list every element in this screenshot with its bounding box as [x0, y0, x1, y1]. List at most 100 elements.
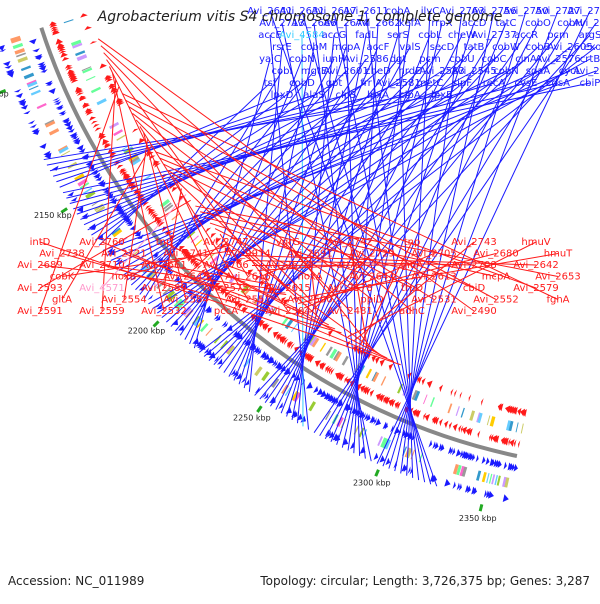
forward-cog-block	[165, 290, 176, 300]
tick-label: 2100 kbp	[0, 90, 9, 99]
forward-gene-label: dgt	[390, 54, 407, 65]
forward-cds-arrow	[451, 447, 456, 456]
reverse-gene-label: Avi_2490	[451, 306, 496, 317]
forward-gene-label: Avi_2686	[291, 18, 336, 29]
reverse-cds-arrow	[94, 127, 102, 132]
reverse-cog-block	[116, 134, 126, 141]
forward-gene-label: clpA	[399, 90, 421, 101]
forward-gene-label: cinA	[515, 54, 537, 65]
forward-cds-arrow	[452, 481, 456, 490]
forward-gene-label: tatB	[464, 42, 485, 53]
reverse-gene-label: Avi_2689	[17, 260, 62, 271]
forward-gene-label: cobO	[525, 18, 551, 29]
forward-cog-block	[459, 465, 465, 477]
reverse-cds-arrow	[388, 363, 394, 371]
forward-gene-label: Avi_2605	[547, 42, 592, 53]
forward-gene-label: cobH	[557, 18, 582, 29]
forward-gene-label: cobA	[386, 6, 411, 17]
reverse-cds-arrow	[439, 384, 444, 393]
forward-cds-arrow	[130, 275, 137, 281]
forward-cds-arrow	[70, 196, 78, 202]
reverse-cds-arrow	[90, 120, 98, 125]
reverse-gene-leader	[159, 157, 475, 289]
reverse-gene-leader	[292, 253, 559, 300]
forward-cog-block	[270, 377, 280, 388]
forward-gene-label: cbiP	[580, 78, 600, 89]
reverse-gene-leader	[101, 264, 281, 291]
forward-cds-arrow	[428, 439, 433, 448]
forward-cog-block	[261, 371, 270, 382]
forward-cds-arrow	[125, 219, 133, 225]
forward-cds-arrow	[471, 486, 478, 495]
forward-cds-arrow	[390, 424, 394, 433]
reverse-cds-arrow	[81, 103, 90, 107]
reverse-cog-block	[186, 231, 196, 239]
reverse-cog-block	[81, 66, 92, 72]
reverse-cds-arrow	[396, 402, 401, 410]
forward-cds-arrow	[373, 417, 377, 425]
forward-cds-arrow	[379, 455, 386, 463]
reverse-gene-leader	[163, 163, 413, 289]
forward-cds-arrow	[349, 441, 355, 450]
forward-cds-arrow	[72, 137, 80, 143]
reverse-cog-block	[72, 42, 83, 49]
forward-cds-arrow	[401, 464, 408, 472]
forward-cog-block	[199, 322, 209, 333]
reverse-gene-label: vgrG	[276, 237, 300, 248]
reverse-cog-block	[371, 371, 380, 383]
reverse-gene-leader	[112, 73, 165, 312]
reverse-cog-block	[508, 420, 514, 432]
forward-cds-arrow	[176, 278, 183, 285]
reverse-gene-label: noxA	[298, 272, 323, 283]
reverse-gene-leader	[103, 52, 351, 312]
reverse-cog-block	[109, 121, 120, 130]
reverse-gene-label: fghA	[546, 295, 569, 306]
forward-cds-arrow	[215, 315, 221, 322]
forward-cog-block	[45, 120, 56, 128]
forward-cog-block	[57, 145, 68, 152]
reverse-cds-arrow	[104, 75, 112, 80]
reverse-gene-label: Avi_2532	[141, 306, 186, 317]
reverse-cds-arrow	[517, 407, 522, 416]
forward-cds-arrow	[13, 88, 22, 93]
forward-cog-block	[384, 439, 391, 450]
forward-cds-arrow	[385, 457, 391, 466]
forward-gene-label: ilvC	[421, 6, 439, 17]
forward-gene-label: cycL	[559, 66, 582, 77]
reverse-gene-leader	[61, 253, 342, 334]
tick-label: 2250 kbp	[233, 413, 271, 422]
forward-gene-label: recA	[483, 78, 506, 89]
reverse-cds-arrow	[255, 275, 261, 282]
tick-marks: 2350 kbp 2300 kbp 2250 kbp 2200 kbp 2150 kbp…	[0, 88, 497, 523]
reverse-gene-label: Avi_2551	[225, 295, 270, 306]
reverse-cds-arrow	[460, 425, 464, 434]
forward-gene-leader	[198, 46, 597, 353]
forward-cog-block	[205, 327, 213, 336]
forward-cds-arrow	[280, 365, 286, 372]
reverse-cds-arrow	[210, 232, 217, 239]
forward-gene-leader	[91, 82, 335, 236]
reverse-gene-label: Avi_2579	[513, 283, 558, 294]
reverse-cds-arrow	[452, 423, 458, 432]
reverse-gene-leader	[219, 233, 249, 277]
reverse-cds-arrow	[520, 408, 526, 417]
forward-gene-leader	[83, 82, 399, 226]
forward-gene-label: lpxD	[271, 90, 294, 101]
reverse-cds-arrow	[80, 13, 88, 18]
reverse-cds-arrow	[264, 284, 271, 291]
reverse-gene-label: Avi_2708	[451, 260, 496, 271]
forward-gene-label: Avi_2545	[451, 66, 496, 77]
forward-cds-arrow	[76, 205, 84, 213]
reverse-cds-arrow	[59, 50, 67, 55]
forward-cds-arrow	[69, 132, 77, 139]
reverse-cog-block	[194, 239, 203, 247]
reverse-gene-label: Avi_2615	[265, 283, 310, 294]
forward-cds-arrow	[55, 104, 64, 110]
reverse-gene-label: Avi_2644	[349, 272, 394, 283]
reverse-gene-label: Avi_2729	[349, 249, 394, 260]
reverse-cds-arrow	[275, 332, 281, 340]
forward-cog-block	[181, 306, 192, 317]
reverse-cds-arrow	[71, 79, 79, 84]
forward-cds-arrow	[459, 450, 464, 458]
